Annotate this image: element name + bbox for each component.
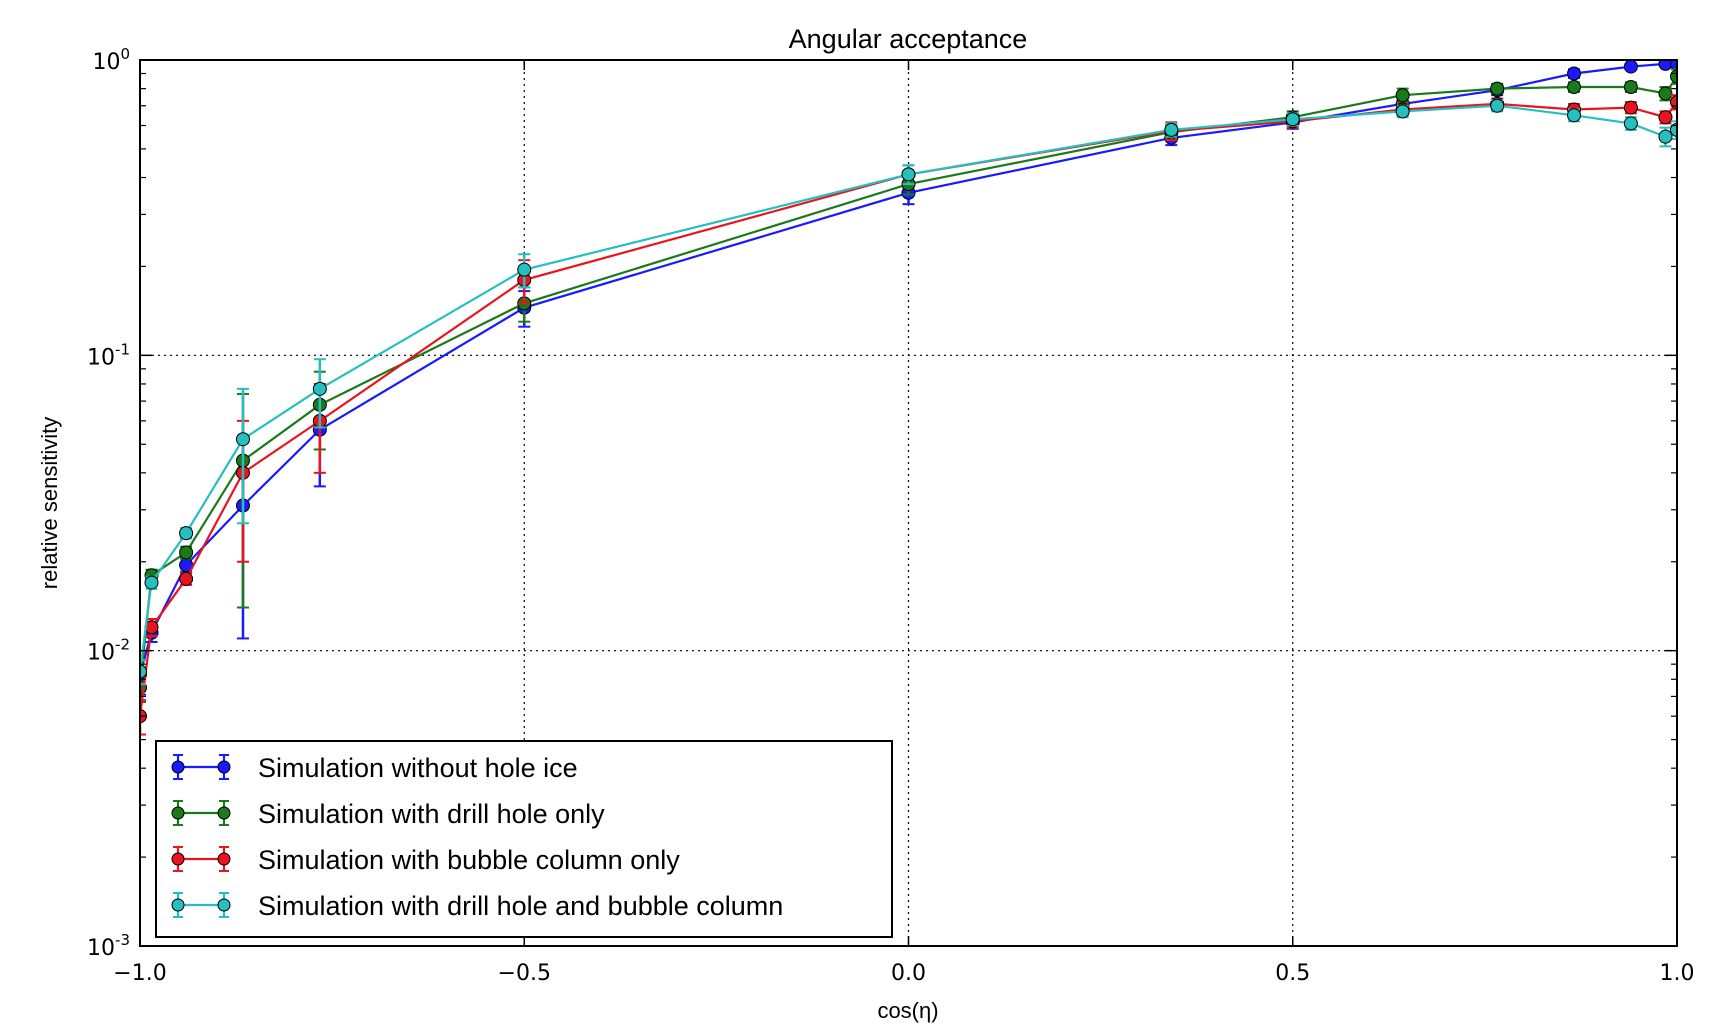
data-point [1623, 116, 1638, 131]
legend-entry-3: Simulation with bubble column only [171, 845, 680, 875]
data-point [901, 167, 916, 182]
data-point [1658, 110, 1673, 125]
data-point [1670, 60, 1677, 71]
data-point [179, 571, 194, 586]
data-point [1164, 122, 1179, 137]
data-point [140, 664, 147, 679]
legend-marker [171, 760, 185, 774]
data-point [179, 545, 194, 560]
y-tick-label: 10-1 [87, 340, 130, 370]
y-axis-label: relative sensitivity [37, 417, 62, 589]
data-point [1285, 112, 1300, 127]
data-point [1395, 104, 1410, 119]
legend-marker [217, 760, 231, 774]
data-point [1567, 80, 1582, 95]
x-tick-label: −0.5 [498, 961, 551, 986]
data-point [1395, 88, 1410, 103]
data-point [1490, 98, 1505, 113]
legend-marker [217, 898, 231, 912]
x-tick-label: 0.0 [891, 961, 926, 986]
legend-marker [171, 806, 185, 820]
data-point [235, 432, 250, 447]
legend-marker [217, 852, 231, 866]
legend-box [155, 740, 893, 938]
x-axis-label: cos(η) [877, 998, 938, 1023]
data-point [1658, 129, 1673, 144]
y-tick-label: 10-2 [87, 636, 130, 666]
data-point [1623, 60, 1638, 74]
legend-entry-4: Simulation with drill hole and bubble co… [171, 891, 783, 921]
data-point [312, 381, 327, 396]
data-point [1490, 81, 1505, 96]
legend-entry-1: Simulation without hole ice [171, 753, 578, 783]
x-tick-label: 1.0 [1660, 961, 1695, 986]
series-layer [140, 60, 1677, 736]
data-point [1567, 108, 1582, 123]
chart-title: Angular acceptance [789, 24, 1028, 54]
legend-label: Simulation with drill hole only [258, 799, 605, 829]
legend-label: Simulation with drill hole and bubble co… [258, 891, 783, 921]
x-tick-label: 0.5 [1275, 961, 1310, 986]
legend-entry-2: Simulation with drill hole only [171, 799, 605, 829]
x-tick-label: −1.0 [113, 961, 166, 986]
data-point [179, 526, 194, 541]
data-point [517, 262, 532, 277]
legend-marker [171, 852, 185, 866]
legend-label: Simulation without hole ice [258, 753, 578, 783]
y-tick-label: 10-3 [87, 931, 130, 961]
series-1 [140, 60, 1677, 696]
y-tick-label: 100 [92, 45, 130, 75]
legend-marker [171, 898, 185, 912]
data-point [1623, 100, 1638, 115]
legend-marker [217, 806, 231, 820]
data-point [144, 575, 159, 590]
axis-ticks: −1.0 −0.5 0.0 0.5 1.0 10-3 10-2 10-1 100 [87, 45, 1694, 986]
legend-label: Simulation with bubble column only [258, 845, 680, 875]
data-point [1658, 86, 1673, 101]
legend: Simulation without hole ice Simulation wi… [155, 740, 893, 938]
series-4 [140, 98, 1677, 686]
data-point [1623, 80, 1638, 95]
data-point [1567, 66, 1582, 81]
data-point [1670, 122, 1677, 137]
